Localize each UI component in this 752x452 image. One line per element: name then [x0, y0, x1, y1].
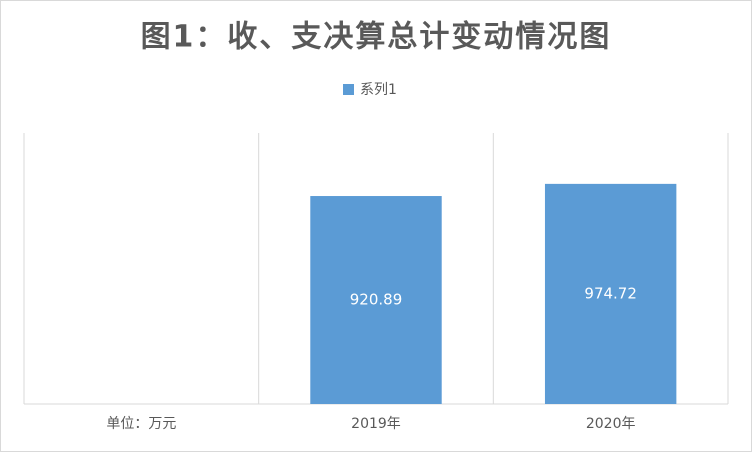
legend-swatch [343, 84, 354, 95]
value-label: 920.89 [350, 291, 403, 309]
bar [544, 183, 677, 404]
legend-label: 系列1 [360, 82, 397, 98]
bar [310, 196, 442, 404]
x-tick-label: 单位：万元 [106, 416, 176, 432]
chart-title: 图1：收、支决算总计变动情况图 [141, 20, 612, 55]
x-tick-label: 2020年 [586, 416, 636, 432]
value-label: 974.72 [584, 284, 637, 302]
x-tick-label: 2019年 [351, 416, 401, 432]
